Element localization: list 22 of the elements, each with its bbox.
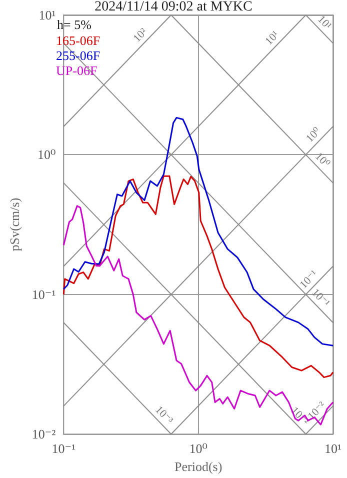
text: 165-06F (56, 33, 100, 48)
annotation: 10⁰ (304, 124, 324, 145)
text: UP-06F (56, 63, 98, 78)
x-tick-label: 10⁻¹ (52, 441, 76, 456)
annotation: 10⁻² (306, 399, 329, 422)
chart-title: 2024/11/14 09:02 at MYKC (94, 0, 252, 14)
x-axis-title: Period(s) (174, 459, 222, 474)
y-axis-title: pSv(cm/s) (7, 198, 22, 252)
annotation: h= 5% (57, 17, 92, 32)
x-tick-label: 10⁰ (189, 441, 208, 456)
y-tick-label: 10¹ (38, 8, 56, 22)
annotation: 10⁰ (312, 150, 332, 170)
annotation: 10⁻¹ (309, 286, 332, 310)
text: 255-06F (56, 48, 100, 63)
annotation: 10⁻³ (152, 404, 176, 428)
y-tick-label: 10⁻² (32, 426, 56, 442)
annotation: 10¹ (263, 28, 282, 48)
x-tick-label: 10¹ (324, 441, 342, 456)
annotation: 10² (131, 26, 150, 45)
y-tick-label: 10⁰ (37, 147, 56, 162)
annotation: 10¹ (315, 13, 334, 32)
y-tick-label: 10⁻¹ (32, 286, 56, 302)
